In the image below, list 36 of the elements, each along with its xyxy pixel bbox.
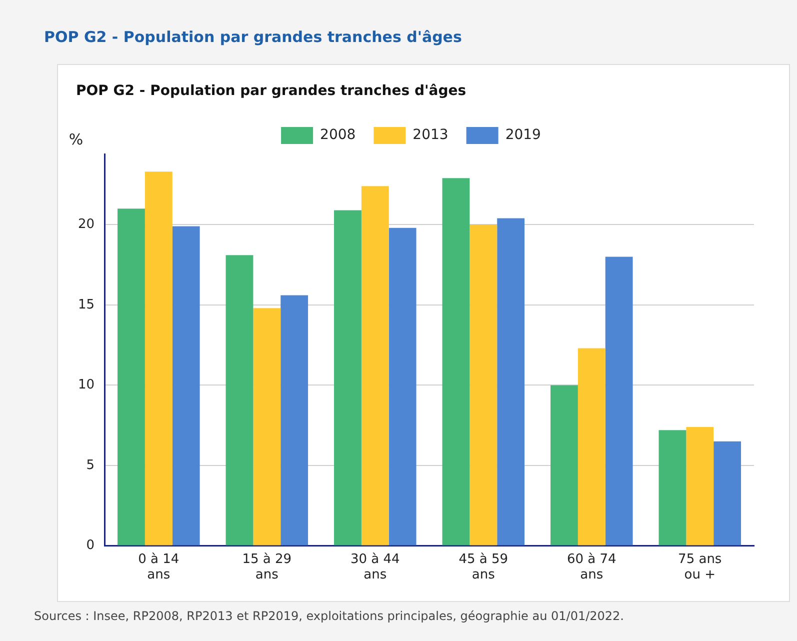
bar [334, 210, 362, 546]
bar [280, 295, 308, 546]
bar [550, 385, 578, 546]
bar [253, 308, 281, 546]
x-tick-label: 30 à 44 ans [350, 552, 400, 583]
y-tick-label: 15 [78, 297, 95, 312]
x-tick-label: 75 ans ou + [678, 552, 722, 583]
legend-label: 2008 [320, 127, 356, 144]
bar [442, 178, 470, 546]
bar [388, 228, 416, 546]
bar [118, 208, 145, 546]
bar [361, 186, 389, 546]
bar [714, 441, 742, 546]
y-tick-label: 20 [78, 217, 95, 232]
bar [658, 430, 686, 546]
bar [470, 224, 498, 546]
y-axis-title: % [68, 130, 84, 148]
bar [605, 256, 633, 546]
legend-label: 2019 [505, 127, 541, 144]
source-note: Sources : Insee, RP2008, RP2013 et RP2019, exploitations principales, géographie au 01/01/2022. [34, 609, 624, 623]
x-tick-label: 0 à 14 ans [138, 552, 180, 583]
x-tick-label: 60 à 74 ans [566, 552, 616, 583]
x-tick-label: 15 à 29 ans [242, 552, 292, 583]
bar [686, 426, 714, 546]
x-tick-label: 45 à 59 ans [458, 552, 508, 583]
bar [497, 218, 525, 546]
legend-label: 2013 [412, 127, 448, 144]
y-tick-label: 5 [86, 458, 95, 473]
bar [578, 348, 606, 546]
bar [226, 255, 254, 546]
bar [172, 226, 200, 546]
chart-subtitle: POP G2 - Population par grandes tranches d'âges [76, 83, 466, 99]
y-tick-label: 10 [78, 378, 95, 393]
y-tick-label: 0 [86, 538, 95, 554]
bar [144, 172, 172, 546]
chart-title: POP G2 - Population par grandes tranches d'âges [44, 28, 462, 46]
